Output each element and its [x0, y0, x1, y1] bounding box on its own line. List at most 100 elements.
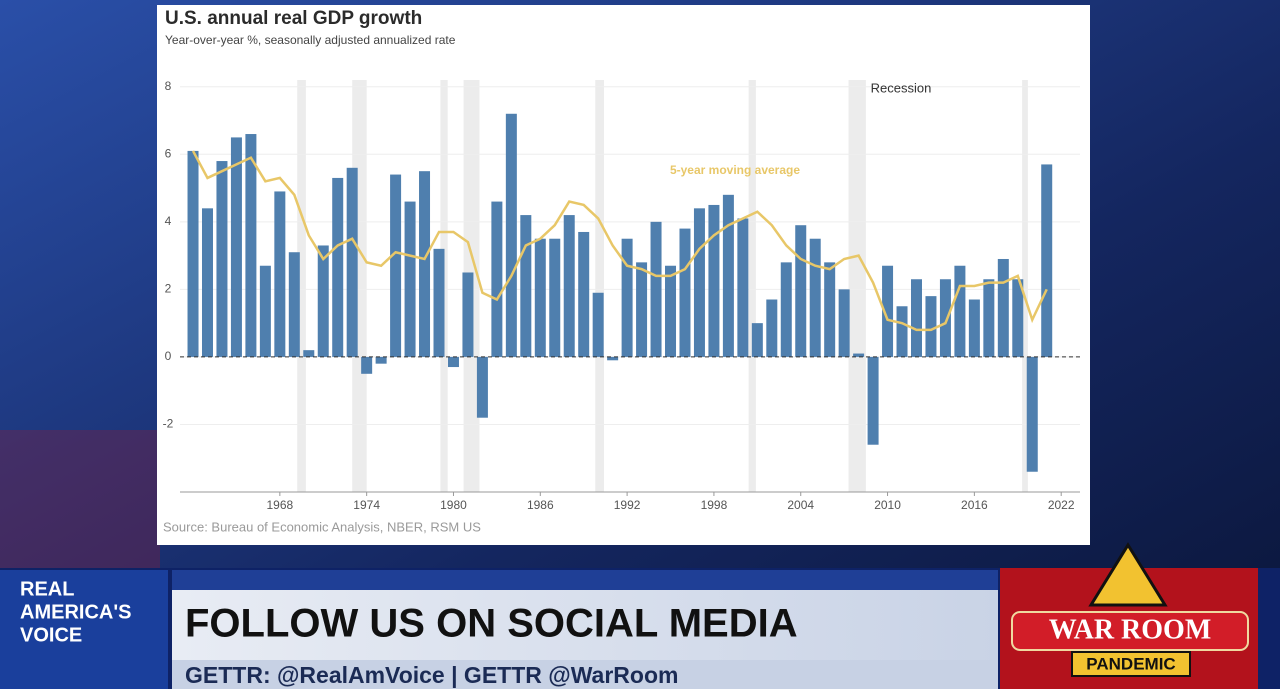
bar — [954, 265, 966, 357]
bar — [853, 353, 865, 357]
chart-title: U.S. annual real GDP growth — [165, 8, 422, 29]
x-tick-label: 1998 — [701, 498, 728, 512]
x-tick-label: 1968 — [266, 498, 293, 512]
bar — [1026, 356, 1038, 472]
bar — [274, 191, 286, 357]
x-tick-label: 1986 — [527, 498, 554, 512]
bar — [650, 221, 662, 357]
bar — [693, 208, 705, 357]
badge-text: WAR ROOM — [1049, 614, 1212, 645]
bar — [1012, 279, 1024, 357]
badge-sub: PANDEMIC — [1086, 654, 1175, 673]
bar — [346, 167, 358, 357]
y-tick-label: 8 — [165, 79, 172, 93]
bar — [751, 323, 763, 357]
bar — [404, 201, 416, 357]
y-tick-label: 4 — [165, 214, 172, 228]
bar — [303, 350, 315, 357]
bar — [390, 174, 402, 357]
background-glow — [0, 430, 160, 570]
bar — [809, 238, 821, 357]
recession-band — [1022, 80, 1028, 492]
y-tick-label: 2 — [165, 282, 172, 296]
bar — [201, 208, 213, 357]
bar — [795, 225, 807, 357]
bar — [939, 279, 951, 357]
bar — [824, 262, 836, 357]
x-tick-label: 2010 — [874, 498, 901, 512]
logo-text: AMERICA'S — [20, 601, 131, 623]
bar — [925, 296, 937, 357]
headline-top — [172, 570, 998, 590]
bar — [867, 356, 879, 445]
bar — [491, 201, 503, 357]
recession-band — [748, 80, 756, 492]
bar — [549, 238, 561, 357]
bar — [462, 272, 474, 357]
bar — [476, 356, 488, 418]
logo-text: VOICE — [20, 624, 82, 646]
recession-band — [848, 80, 866, 492]
chart-source: Source: Bureau of Economic Analysis, NBE… — [163, 519, 481, 534]
bar — [1041, 164, 1053, 357]
badge-icon — [1088, 542, 1168, 607]
badge-sub-plate — [1071, 651, 1191, 677]
bar — [766, 299, 778, 357]
x-tick-label: 2022 — [1048, 498, 1075, 512]
bar — [882, 265, 894, 357]
bar — [722, 194, 734, 357]
line-label: 5-year moving average — [670, 163, 800, 177]
y-tick-label: 6 — [165, 146, 172, 160]
y-tick-label: 0 — [165, 349, 172, 363]
bar — [520, 215, 532, 357]
headline: FOLLOW US ON SOCIAL MEDIA — [185, 602, 798, 646]
bar — [317, 245, 329, 357]
bar — [563, 215, 575, 357]
bar — [187, 150, 199, 357]
bar — [288, 252, 300, 357]
subline: GETTR: @RealAmVoice | GETTR @WarRoom — [185, 662, 678, 688]
bar — [838, 289, 850, 357]
bar — [997, 258, 1009, 357]
bar — [679, 228, 691, 357]
bar — [910, 279, 922, 357]
headline-band — [172, 590, 998, 660]
bar — [447, 356, 459, 368]
bar — [375, 356, 387, 364]
bar — [361, 356, 373, 374]
bar — [534, 238, 546, 357]
bar — [636, 262, 648, 357]
x-tick-label: 2004 — [787, 498, 814, 512]
subline-band — [172, 660, 998, 689]
bar — [592, 292, 604, 357]
bar — [419, 171, 431, 357]
bar — [433, 248, 445, 357]
plot: -2 0 2 4 6 8 1968 1974 1980 1986 1992 1998 2004 2010 2… — [163, 79, 1080, 512]
bar — [737, 218, 749, 357]
bar — [607, 356, 619, 361]
x-tick-label: 1992 — [614, 498, 641, 512]
bar — [216, 161, 228, 357]
bar — [505, 113, 517, 357]
bar — [983, 279, 995, 357]
bar — [332, 177, 344, 357]
logo-text: REAL — [20, 578, 74, 600]
bar — [621, 238, 633, 357]
bar — [259, 265, 271, 357]
x-tick-label: 1980 — [440, 498, 467, 512]
chart-subtitle: Year-over-year %, seasonally adjusted an… — [165, 33, 456, 47]
bar — [968, 299, 980, 357]
bar — [578, 231, 590, 357]
bar — [708, 204, 720, 357]
badge-plate — [1011, 611, 1249, 651]
bar — [896, 306, 908, 357]
bar — [780, 262, 792, 357]
moving-average-line — [191, 150, 1048, 332]
bar — [245, 134, 257, 357]
x-tick-label: 1974 — [353, 498, 380, 512]
x-tick-label: 2016 — [961, 498, 988, 512]
logo-box — [0, 570, 168, 689]
recession-label: Recession — [871, 80, 932, 95]
